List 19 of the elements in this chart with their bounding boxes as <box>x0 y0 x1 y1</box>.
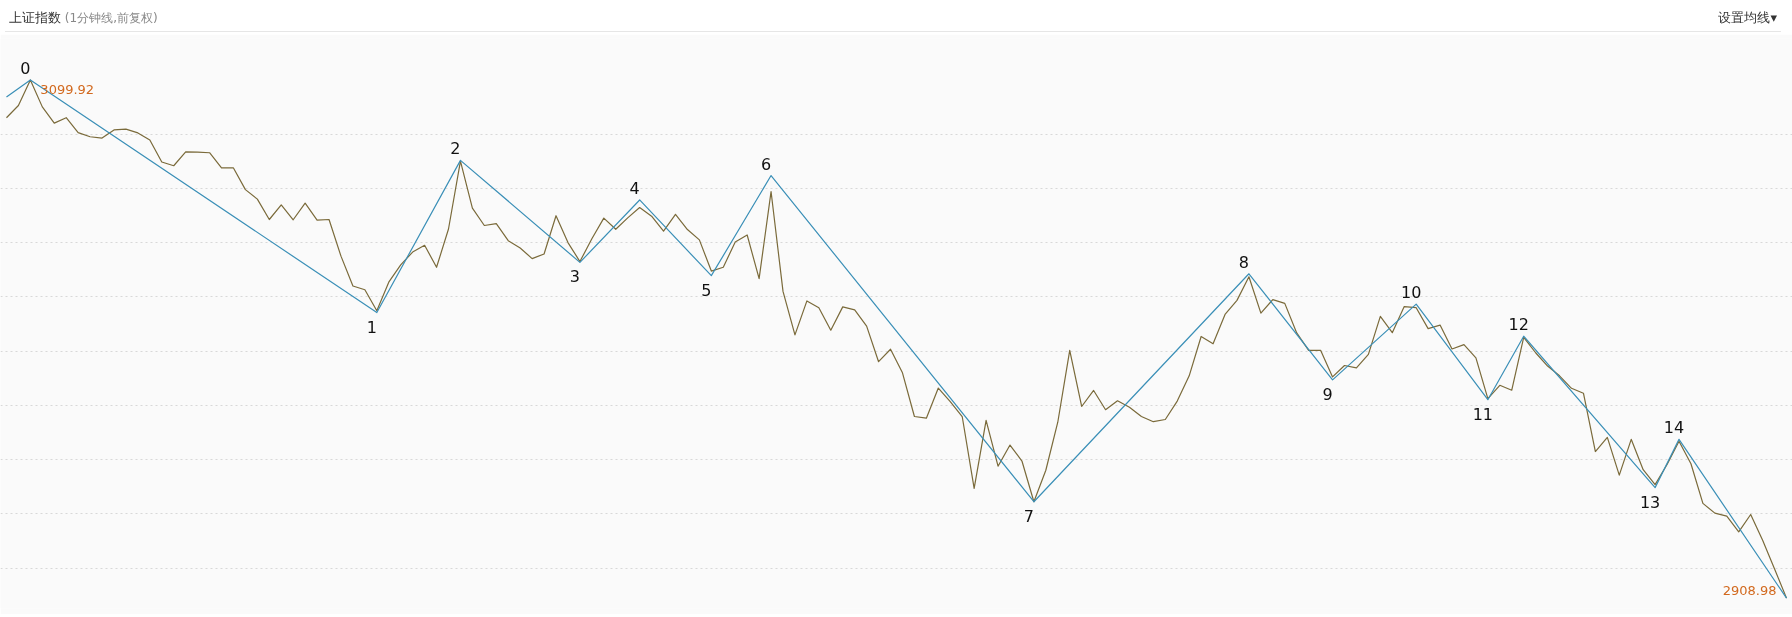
annotation: 2 <box>450 139 461 159</box>
annotation: 4 <box>629 178 640 198</box>
annotation: 7 <box>1023 506 1034 526</box>
annotation: 12 <box>1508 315 1529 335</box>
text: 设置均线▾ <box>1718 9 1777 27</box>
annotation: 5 <box>701 280 712 300</box>
annotation: 6 <box>760 154 772 174</box>
annotation: 1 <box>366 317 377 337</box>
data-label: 2908.98 <box>1722 582 1777 598</box>
chart-subtitle: (1分钟线,前复权) <box>64 11 158 25</box>
chart-title: 上证指数 <box>9 10 61 25</box>
annotation: 0 <box>20 58 31 78</box>
annotation: 14 <box>1663 418 1685 438</box>
annotation: 3 <box>569 267 581 287</box>
annotation: 9 <box>1322 384 1333 404</box>
annotation: 8 <box>1238 252 1250 272</box>
annotation: 10 <box>1401 283 1422 303</box>
annotation: 13 <box>1639 492 1661 512</box>
annotation: 11 <box>1472 404 1494 424</box>
